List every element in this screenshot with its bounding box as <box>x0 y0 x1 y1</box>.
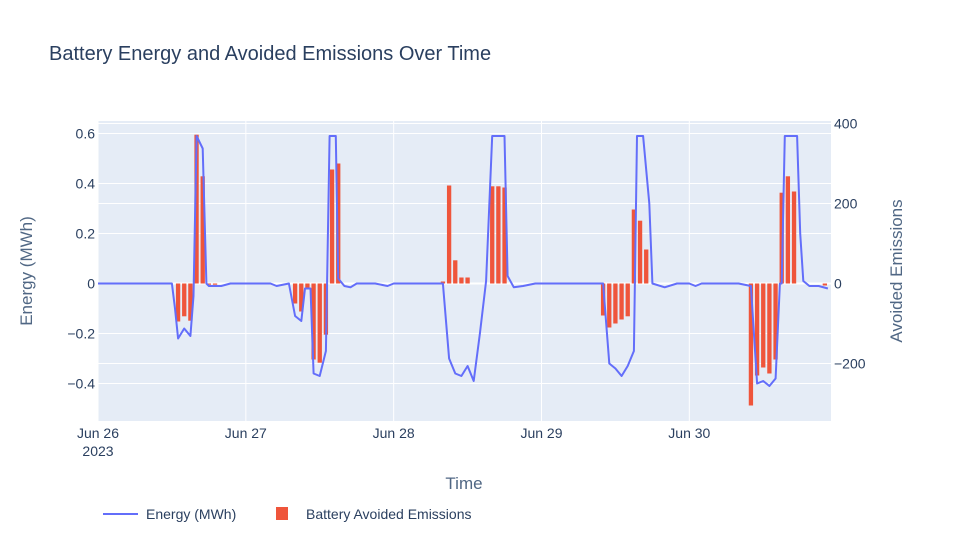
right-axis-ticks: 400 200 0 −200 <box>834 116 866 372</box>
emissions-bar <box>637 220 643 284</box>
x-tick-label: Jun 28 <box>373 425 415 441</box>
emissions-bar <box>490 186 495 284</box>
emissions-bar <box>767 283 772 374</box>
legend-emissions-label: Battery Avoided Emissions <box>306 506 472 522</box>
emissions-bar <box>182 283 187 317</box>
emissions-bar <box>194 134 199 284</box>
x-tick-label: Jun 30 <box>668 425 710 441</box>
emissions-bar <box>619 283 624 320</box>
left-tick-label: −0.2 <box>67 326 95 342</box>
emissions-bar <box>317 283 322 363</box>
x-tick-label: Jun 27 <box>225 425 267 441</box>
emissions-bar <box>607 283 612 328</box>
emissions-bar <box>613 283 618 324</box>
grid <box>97 121 831 421</box>
chart-title: Battery Energy and Avoided Emissions Ove… <box>49 43 491 65</box>
right-axis-title: Avoided Emissions <box>887 199 906 342</box>
emissions-bar <box>446 185 452 284</box>
left-tick-label: 0.2 <box>76 226 96 242</box>
emissions-bar <box>761 283 766 368</box>
x-tick-year: 2023 <box>82 443 113 459</box>
x-tick-label: Jun 29 <box>520 425 562 441</box>
emissions-bar <box>748 283 754 406</box>
left-tick-label: 0.6 <box>76 126 96 142</box>
emissions-bar <box>754 283 760 376</box>
right-tick-label: 0 <box>834 276 842 292</box>
plot-area <box>98 121 831 421</box>
emissions-bar <box>453 260 458 284</box>
emissions-bar <box>502 187 507 284</box>
left-tick-label: 0 <box>87 276 95 292</box>
emissions-bar <box>785 176 791 284</box>
x-tick-label: Jun 26 <box>77 425 119 441</box>
emissions-bar <box>311 283 316 360</box>
emissions-bar <box>188 283 193 321</box>
left-axis-ticks: 0.6 0.4 0.2 0 −0.2 −0.4 <box>67 126 95 392</box>
right-tick-label: 400 <box>834 116 858 132</box>
emissions-bar <box>212 283 218 285</box>
emissions-bar <box>600 283 606 316</box>
x-axis-title: Time <box>445 474 482 493</box>
right-tick-label: 200 <box>834 196 858 212</box>
emissions-bar <box>822 283 827 286</box>
energy-line-layer <box>98 135 829 387</box>
emissions-bar <box>631 209 637 284</box>
emissions-bar <box>200 176 205 284</box>
emissions-bar <box>299 283 304 312</box>
legend-energy-label: Energy (MWh) <box>146 506 236 522</box>
x-axis-ticks: Jun 26 Jun 27 Jun 28 Jun 29 Jun 30 2023 <box>77 425 711 459</box>
left-tick-label: 0.4 <box>76 176 96 192</box>
energy-line <box>98 135 829 387</box>
emissions-bar <box>496 186 501 284</box>
emissions-bar <box>206 283 212 285</box>
left-tick-label: −0.4 <box>67 376 95 392</box>
emissions-bar <box>791 191 797 284</box>
emissions-bar <box>292 283 298 304</box>
emissions-bar <box>465 277 470 284</box>
left-axis-title: Energy (MWh) <box>17 216 36 326</box>
emissions-bar <box>175 283 181 322</box>
legend[interactable]: Energy (MWh) Battery Avoided Emissions <box>103 506 472 522</box>
emissions-bar <box>440 281 446 284</box>
emissions-bar <box>644 249 649 284</box>
emissions-bar <box>305 283 310 288</box>
emissions-bar <box>773 283 778 360</box>
legend-bar-swatch <box>276 507 288 520</box>
emissions-bar <box>459 277 464 284</box>
emissions-bars <box>175 134 827 406</box>
right-tick-label: −200 <box>834 356 866 372</box>
emissions-bar <box>329 169 335 284</box>
emissions-bar <box>625 283 630 317</box>
